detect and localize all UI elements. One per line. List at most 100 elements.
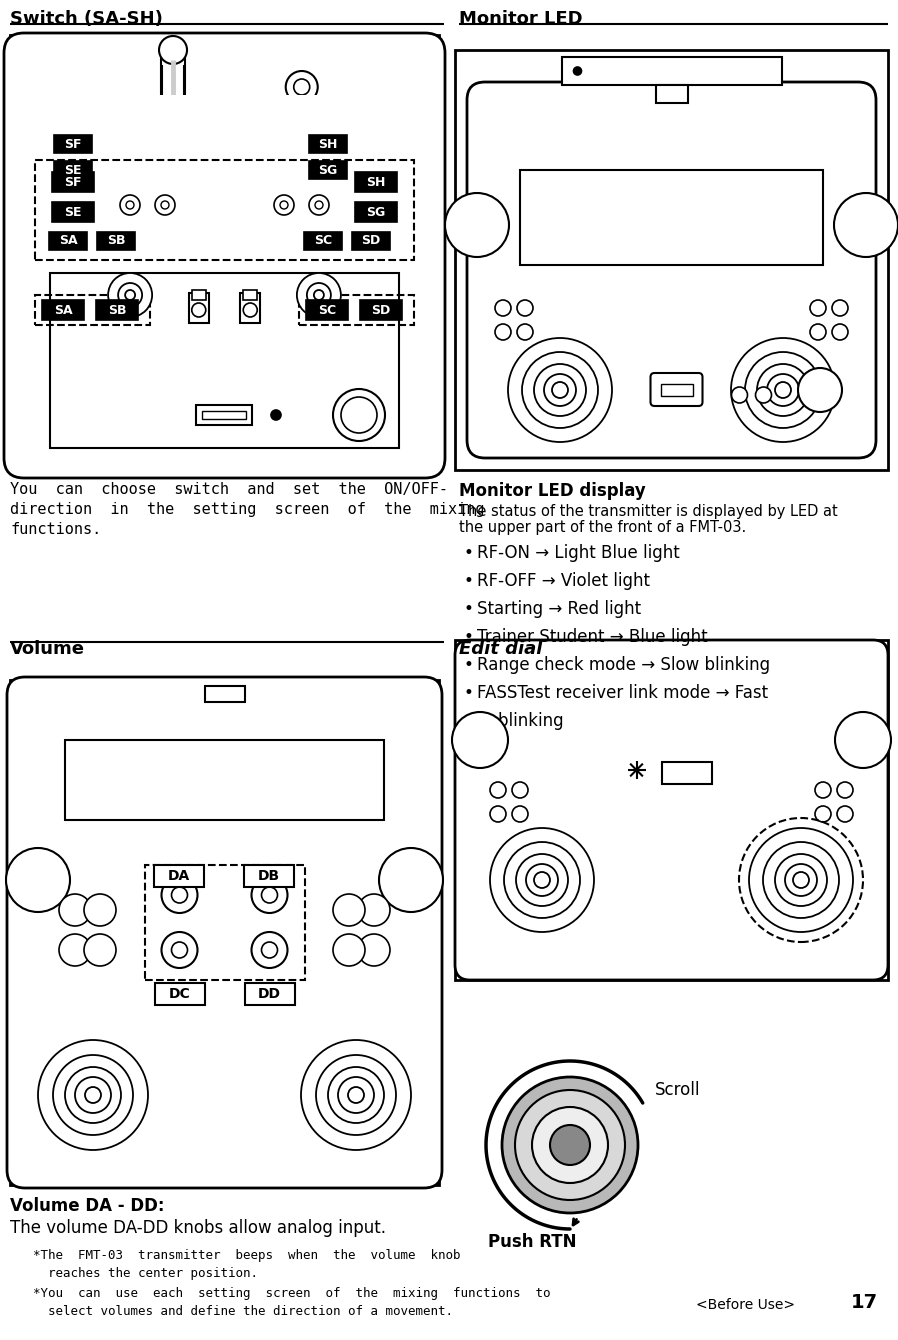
Circle shape: [832, 300, 848, 316]
Circle shape: [793, 872, 809, 888]
Circle shape: [297, 273, 341, 318]
Text: •: •: [463, 628, 473, 646]
Circle shape: [835, 712, 891, 768]
Text: SC: SC: [314, 234, 332, 248]
Circle shape: [316, 1055, 396, 1135]
Text: direction  in  the  setting  screen  of  the  mixing: direction in the setting screen of the m…: [10, 502, 485, 517]
Text: You  can  choose  switch  and  set  the  ON/OFF-: You can choose switch and set the ON/OFF…: [10, 482, 448, 497]
Circle shape: [517, 324, 533, 340]
Text: Edit dial: Edit dial: [459, 641, 542, 658]
Circle shape: [810, 324, 826, 340]
Circle shape: [767, 374, 799, 406]
Circle shape: [309, 196, 329, 214]
Bar: [35, 95, 414, 370]
Circle shape: [512, 805, 528, 821]
Circle shape: [38, 1040, 148, 1150]
Circle shape: [75, 1077, 111, 1114]
Circle shape: [366, 196, 376, 205]
Circle shape: [517, 300, 533, 316]
Circle shape: [512, 783, 528, 799]
Text: Volume: Volume: [10, 641, 85, 658]
Bar: [38, 139, 156, 255]
Circle shape: [85, 1087, 101, 1103]
Circle shape: [119, 283, 142, 307]
Circle shape: [361, 176, 369, 184]
Bar: [306, 300, 348, 320]
Text: DA: DA: [167, 870, 189, 883]
Text: SE: SE: [65, 163, 82, 177]
Circle shape: [333, 934, 365, 966]
Circle shape: [84, 934, 116, 966]
Circle shape: [504, 842, 580, 918]
Circle shape: [286, 71, 318, 103]
Circle shape: [159, 36, 187, 64]
Circle shape: [313, 188, 337, 212]
Bar: [35, 295, 150, 326]
Circle shape: [348, 1087, 364, 1103]
Bar: [35, 159, 414, 260]
Bar: [299, 295, 414, 326]
FancyBboxPatch shape: [455, 641, 888, 980]
Circle shape: [532, 1107, 608, 1183]
Circle shape: [274, 196, 294, 214]
Circle shape: [526, 864, 558, 896]
Text: SD: SD: [372, 303, 391, 316]
Text: the upper part of the front of a FMT-03.: the upper part of the front of a FMT-03.: [459, 520, 746, 535]
Text: •: •: [463, 683, 473, 702]
Circle shape: [495, 324, 511, 340]
Circle shape: [261, 887, 277, 903]
Bar: [241, 293, 260, 323]
Bar: [360, 300, 402, 320]
Circle shape: [731, 338, 835, 442]
Bar: [10, 35, 439, 470]
Text: The volume DA-DD knobs allow analog input.: The volume DA-DD knobs allow analog inpu…: [10, 1219, 386, 1237]
Circle shape: [763, 842, 839, 918]
Bar: [65, 740, 384, 820]
Circle shape: [452, 712, 508, 768]
Text: SH: SH: [318, 138, 338, 150]
Bar: [520, 170, 823, 265]
Text: •: •: [463, 572, 473, 590]
Circle shape: [550, 1126, 590, 1164]
Circle shape: [261, 942, 277, 958]
Bar: [293, 139, 411, 255]
Bar: [52, 172, 94, 192]
Bar: [309, 135, 347, 153]
Circle shape: [108, 273, 152, 318]
Bar: [154, 984, 205, 1005]
Text: SE: SE: [65, 205, 82, 218]
Circle shape: [120, 196, 140, 214]
Bar: [196, 405, 252, 425]
Circle shape: [490, 828, 594, 933]
Text: DD: DD: [258, 988, 281, 1001]
Bar: [455, 50, 888, 470]
Text: FASSTest receiver link mode → Fast: FASSTest receiver link mode → Fast: [477, 683, 768, 702]
Circle shape: [490, 783, 506, 799]
Circle shape: [534, 364, 586, 415]
Text: 17: 17: [851, 1293, 878, 1312]
Circle shape: [280, 201, 288, 209]
Circle shape: [59, 934, 91, 966]
Bar: [352, 232, 390, 251]
Text: SF: SF: [65, 176, 82, 189]
Bar: [662, 762, 711, 784]
Circle shape: [785, 864, 817, 896]
Circle shape: [6, 848, 70, 913]
Text: SB: SB: [107, 234, 125, 248]
Circle shape: [732, 387, 747, 403]
Circle shape: [294, 79, 310, 95]
Text: <Before Use>: <Before Use>: [696, 1298, 795, 1312]
Text: *The  FMT-03  transmitter  beeps  when  the  volume  knob: *The FMT-03 transmitter beeps when the v…: [18, 1249, 461, 1262]
Circle shape: [307, 283, 330, 307]
Bar: [202, 411, 246, 419]
Circle shape: [755, 387, 771, 403]
Circle shape: [59, 894, 91, 926]
Text: SG: SG: [366, 205, 385, 218]
FancyBboxPatch shape: [4, 34, 445, 478]
Circle shape: [333, 894, 365, 926]
Circle shape: [837, 805, 853, 821]
Bar: [244, 984, 295, 1005]
Circle shape: [445, 193, 509, 257]
Circle shape: [172, 887, 188, 903]
Circle shape: [320, 196, 330, 205]
